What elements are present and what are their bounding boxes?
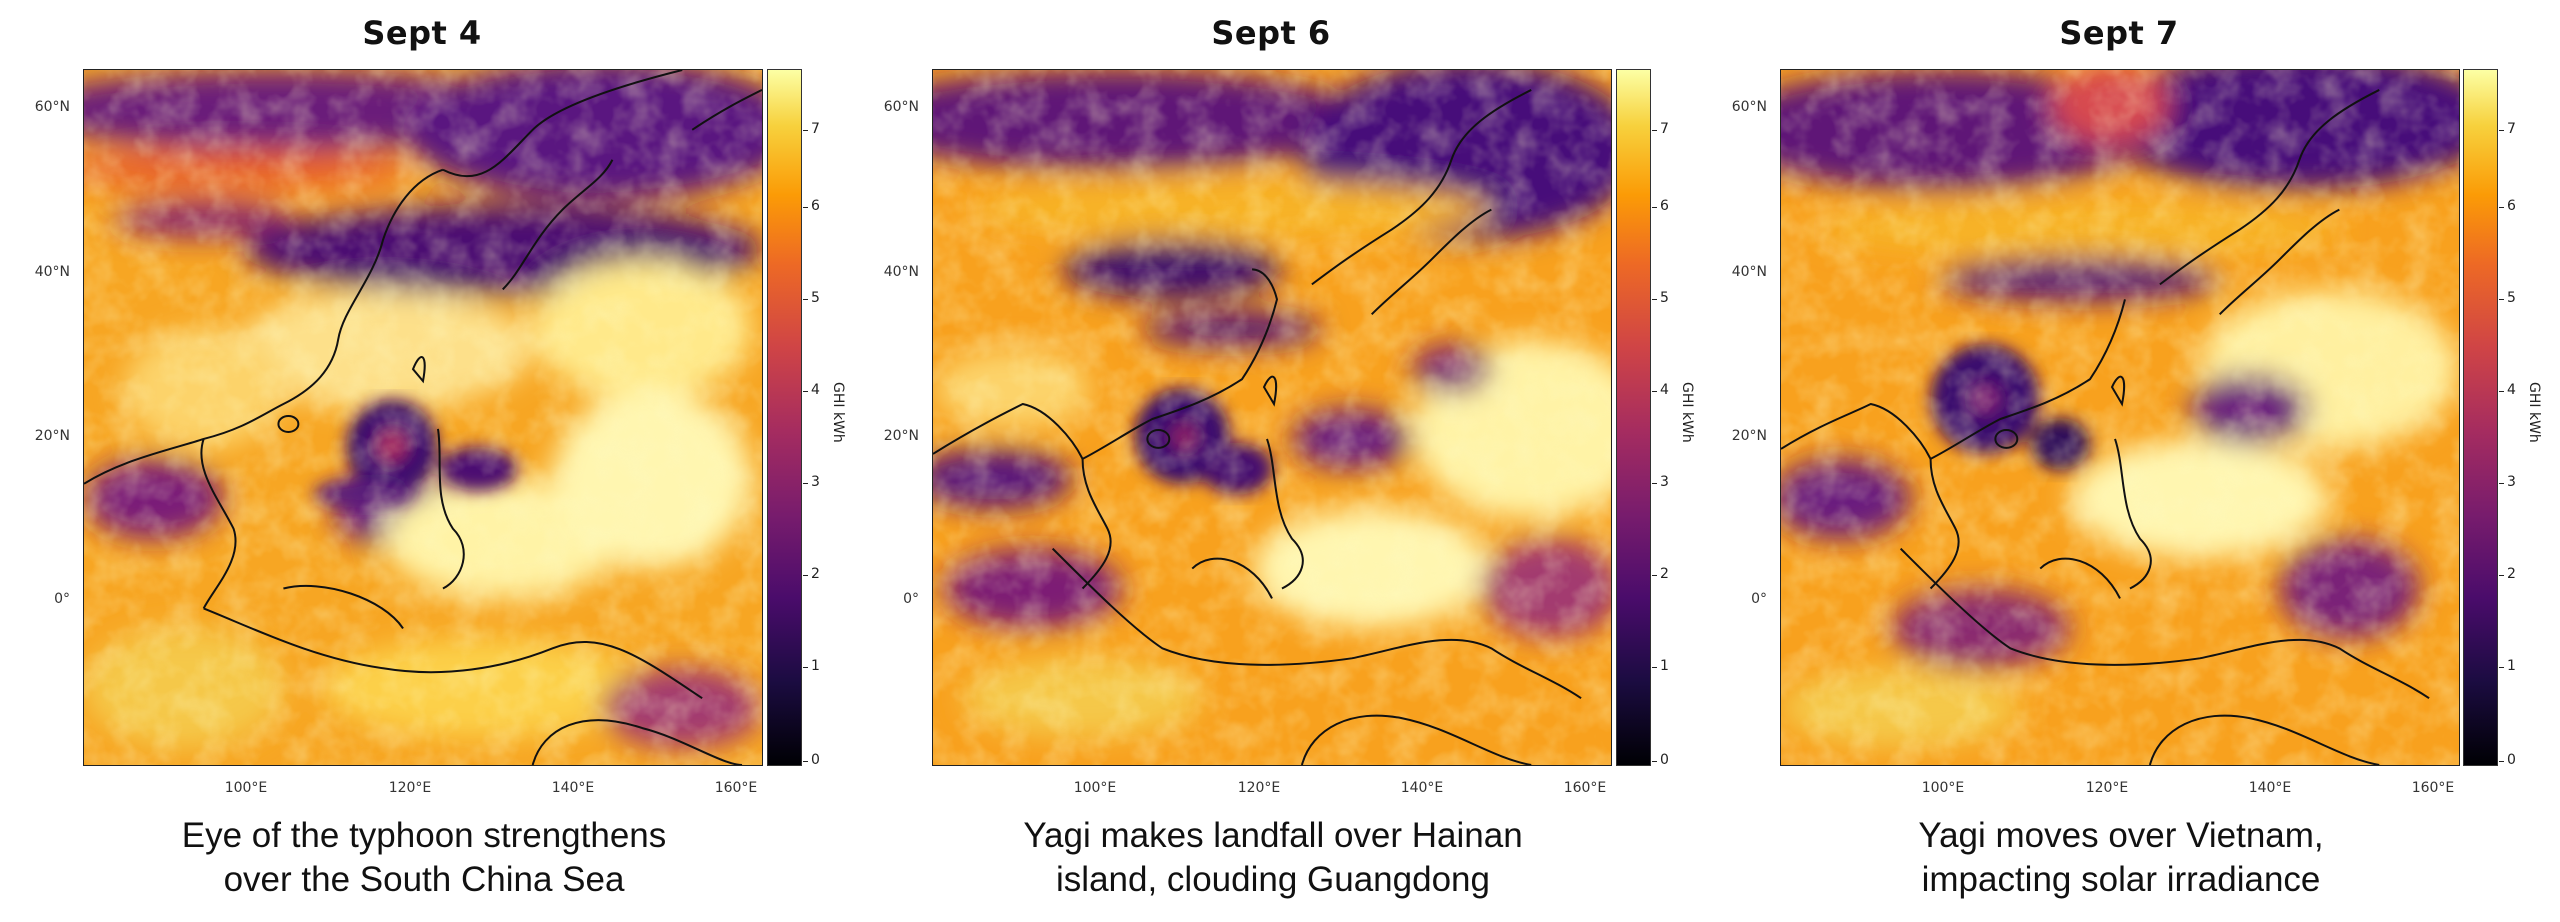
x-tick-140e: 140°E bbox=[551, 780, 595, 796]
panel-title: Sept 6 bbox=[1211, 14, 1331, 52]
x-tick-100e: 100°E bbox=[224, 780, 268, 796]
ghi-heatmap-map bbox=[83, 69, 763, 766]
cbar-tick: 4 bbox=[2499, 382, 2516, 398]
heatmap-plot bbox=[84, 70, 762, 765]
caption-line-2: impacting solar irradiance bbox=[1921, 860, 2321, 899]
caption-line-1: Yagi moves over Vietnam, bbox=[1918, 816, 2324, 855]
cbar-tick: 3 bbox=[1652, 474, 1669, 490]
colorbar-label: GHI kWh bbox=[830, 382, 846, 443]
colorbar bbox=[2463, 69, 2498, 766]
y-tick-0: 0° bbox=[54, 591, 70, 607]
panel-sept-4: Sept 4 bbox=[0, 0, 850, 922]
panel-sept-7: Sept 7 bbox=[1697, 0, 2560, 922]
cbar-tick: 2 bbox=[1652, 566, 1669, 582]
caption-line-2: island, clouding Guangdong bbox=[1056, 860, 1490, 899]
cbar-tick: 6 bbox=[1652, 198, 1669, 214]
cbar-tick: 1 bbox=[2499, 658, 2516, 674]
panel-caption: Eye of the typhoon strengthens over the … bbox=[44, 814, 804, 902]
cbar-tick: 2 bbox=[803, 566, 820, 582]
y-tick-20n: 20°N bbox=[883, 428, 919, 444]
y-tick-0: 0° bbox=[903, 591, 919, 607]
cbar-tick: 5 bbox=[2499, 290, 2516, 306]
cbar-tick: 0 bbox=[1652, 752, 1669, 768]
x-tick-160e: 160°E bbox=[1563, 780, 1607, 796]
cbar-tick: 3 bbox=[2499, 474, 2516, 490]
y-tick-60n: 60°N bbox=[883, 99, 919, 115]
x-tick-140e: 140°E bbox=[1400, 780, 1444, 796]
colorbar-label: GHI kWh bbox=[1679, 382, 1695, 443]
heatmap-plot bbox=[1781, 70, 2459, 765]
x-tick-100e: 100°E bbox=[1073, 780, 1117, 796]
x-tick-160e: 160°E bbox=[2411, 780, 2455, 796]
colorbar bbox=[767, 69, 802, 766]
coastlines bbox=[84, 70, 762, 765]
ghi-heatmap-map bbox=[932, 69, 1612, 766]
cbar-tick: 1 bbox=[803, 658, 820, 674]
cbar-tick: 7 bbox=[1652, 121, 1669, 137]
cbar-tick: 2 bbox=[2499, 566, 2516, 582]
panel-sept-6: Sept 6 bbox=[849, 0, 1699, 922]
heatmap-plot bbox=[933, 70, 1611, 765]
x-tick-160e: 160°E bbox=[714, 780, 758, 796]
x-tick-120e: 120°E bbox=[388, 780, 432, 796]
cbar-tick: 1 bbox=[1652, 658, 1669, 674]
cbar-tick: 3 bbox=[803, 474, 820, 490]
y-tick-40n: 40°N bbox=[883, 264, 919, 280]
panel-caption: Yagi moves over Vietnam, impacting solar… bbox=[1741, 814, 2501, 902]
cbar-tick: 7 bbox=[803, 121, 820, 137]
cbar-tick: 5 bbox=[1652, 290, 1669, 306]
y-tick-0: 0° bbox=[1751, 591, 1767, 607]
x-tick-100e: 100°E bbox=[1921, 780, 1965, 796]
cbar-tick: 0 bbox=[803, 752, 820, 768]
coastlines bbox=[933, 89, 1582, 765]
cbar-tick: 4 bbox=[803, 382, 820, 398]
coastlines bbox=[1781, 89, 2430, 765]
x-tick-120e: 120°E bbox=[1237, 780, 1281, 796]
cbar-tick: 6 bbox=[803, 198, 820, 214]
y-tick-60n: 60°N bbox=[34, 99, 70, 115]
colorbar-label: GHI kWh bbox=[2526, 382, 2542, 443]
cbar-tick: 0 bbox=[2499, 752, 2516, 768]
panel-title: Sept 4 bbox=[362, 14, 482, 52]
caption-line-1: Yagi makes landfall over Hainan bbox=[1023, 816, 1523, 855]
y-tick-20n: 20°N bbox=[34, 428, 70, 444]
caption-line-2: over the South China Sea bbox=[223, 860, 625, 899]
ghi-heatmap-map bbox=[1780, 69, 2460, 766]
colorbar bbox=[1616, 69, 1651, 766]
cbar-tick: 4 bbox=[1652, 382, 1669, 398]
cbar-tick: 6 bbox=[2499, 198, 2516, 214]
panel-caption: Yagi makes landfall over Hainan island, … bbox=[893, 814, 1653, 902]
y-tick-40n: 40°N bbox=[34, 264, 70, 280]
cbar-tick: 5 bbox=[803, 290, 820, 306]
y-tick-20n: 20°N bbox=[1731, 428, 1767, 444]
cbar-tick: 7 bbox=[2499, 121, 2516, 137]
y-tick-40n: 40°N bbox=[1731, 264, 1767, 280]
panel-title: Sept 7 bbox=[2059, 14, 2179, 52]
caption-line-1: Eye of the typhoon strengthens bbox=[181, 816, 667, 855]
x-tick-140e: 140°E bbox=[2248, 780, 2292, 796]
x-tick-120e: 120°E bbox=[2085, 780, 2129, 796]
y-tick-60n: 60°N bbox=[1731, 99, 1767, 115]
